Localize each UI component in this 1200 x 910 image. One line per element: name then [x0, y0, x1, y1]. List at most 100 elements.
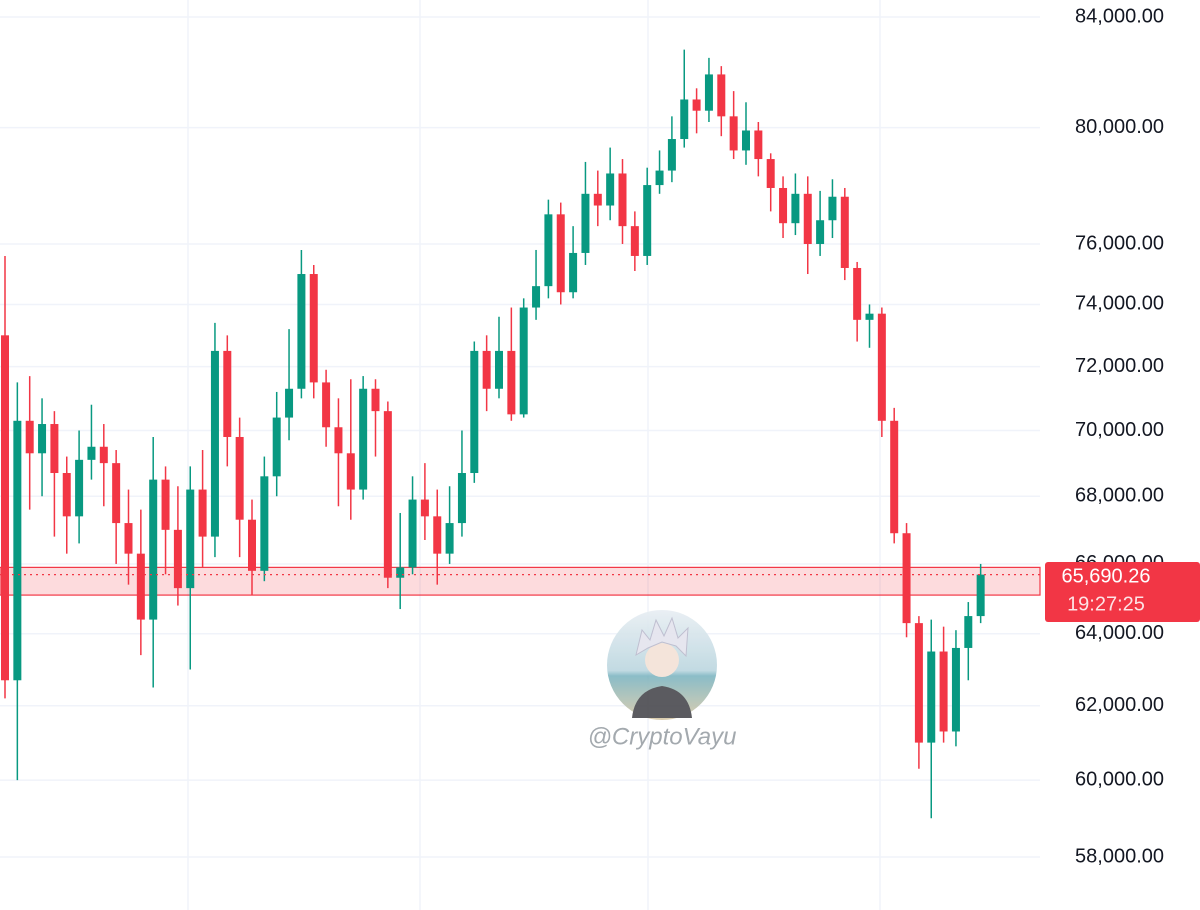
candle-body	[136, 553, 145, 620]
candle-body	[396, 567, 405, 578]
price-axis: 58,000.0060,000.0062,000.0064,000.0066,0…	[1075, 5, 1164, 867]
candle-body	[902, 533, 911, 624]
candle-body	[112, 463, 121, 524]
candle-body	[371, 388, 380, 412]
candle-body	[62, 473, 71, 517]
candle-body	[630, 226, 639, 256]
candle-body	[99, 446, 108, 464]
avatar-face	[645, 643, 679, 677]
watermark-text: @CryptoVayu	[588, 723, 737, 750]
candle-body	[964, 616, 973, 648]
candle-body	[766, 159, 775, 188]
candle-body	[877, 313, 886, 421]
candle-body	[186, 489, 195, 589]
candle-body	[606, 173, 615, 206]
candle-body	[334, 427, 343, 454]
candle-body	[655, 170, 664, 186]
candle-body	[198, 489, 207, 537]
candle-body	[38, 424, 47, 454]
candle-body	[223, 350, 232, 437]
candle-body	[803, 193, 812, 244]
last-price-layer: 65,690.26 19:27:25	[0, 562, 1200, 622]
candle-body	[519, 307, 528, 415]
y-tick-label: 80,000.00	[1075, 116, 1164, 138]
candle-body	[470, 350, 479, 474]
candle-body	[297, 274, 306, 389]
candles	[1, 49, 985, 819]
candle-body	[840, 196, 849, 268]
candle-body	[742, 130, 750, 151]
last-price-label: 65,690.26	[1062, 565, 1151, 587]
y-tick-label: 62,000.00	[1075, 694, 1164, 716]
time-grid	[187, 0, 881, 910]
candle-body	[544, 214, 553, 287]
price-grid	[0, 16, 1040, 858]
y-tick-label: 74,000.00	[1075, 293, 1164, 315]
candle-body	[457, 473, 466, 524]
candle-body	[75, 459, 84, 517]
candle-body	[25, 420, 34, 454]
candle-body	[828, 196, 837, 221]
y-tick-label: 68,000.00	[1075, 485, 1164, 507]
candle-body	[149, 479, 158, 620]
y-tick-label: 72,000.00	[1075, 355, 1164, 377]
candle-body	[816, 220, 825, 244]
candle-body	[729, 116, 738, 151]
candle-body	[210, 350, 219, 537]
y-tick-label: 60,000.00	[1075, 768, 1164, 790]
candle-body	[865, 313, 874, 320]
countdown: 19:27:25	[1067, 593, 1145, 615]
y-tick-label: 70,000.00	[1075, 419, 1164, 441]
zone-layer	[0, 566, 1041, 596]
y-tick-label: 58,000.00	[1075, 845, 1164, 867]
candle-body	[976, 574, 985, 617]
candle-body	[50, 424, 59, 474]
candle-body	[507, 350, 516, 415]
candle-body	[260, 476, 269, 571]
candle-body	[173, 529, 182, 589]
candle-body	[914, 623, 923, 743]
candle-body	[285, 388, 294, 418]
y-tick-label: 84,000.00	[1075, 5, 1164, 27]
candle-body	[853, 267, 862, 320]
support-zone	[0, 566, 1041, 596]
candle-body	[667, 139, 676, 171]
candle-body	[433, 516, 442, 554]
candle-body	[890, 420, 899, 534]
candle-body	[495, 350, 503, 389]
candle-body	[951, 647, 960, 732]
candle-body	[692, 99, 701, 111]
candle-body	[779, 187, 788, 224]
candle-body	[939, 651, 948, 732]
candle-body	[87, 446, 96, 460]
candle-body	[359, 388, 368, 490]
candle-body	[618, 173, 627, 227]
candle-body	[445, 523, 454, 554]
candle-body	[532, 286, 541, 308]
candle-body	[322, 382, 331, 428]
candle-body	[13, 420, 22, 681]
candle-body	[124, 523, 133, 554]
candle-body	[717, 74, 726, 117]
candle-body	[248, 519, 256, 571]
candle-body	[680, 99, 689, 140]
candle-body	[1, 335, 9, 681]
candle-body	[754, 130, 763, 160]
watermark: @CryptoVayu	[588, 610, 737, 750]
candle-body	[161, 479, 170, 530]
candle-body	[643, 185, 652, 256]
candle-body	[420, 499, 429, 517]
candle-body	[346, 453, 355, 490]
candle-body	[235, 436, 244, 520]
candle-body	[556, 214, 565, 293]
candle-body	[272, 417, 281, 477]
candle-body	[927, 651, 936, 743]
candle-body	[791, 193, 800, 224]
candle-body	[408, 499, 417, 568]
y-tick-label: 76,000.00	[1075, 232, 1164, 254]
candle-body	[704, 74, 713, 111]
avatar-hair	[635, 616, 689, 658]
candle-body	[569, 252, 578, 293]
